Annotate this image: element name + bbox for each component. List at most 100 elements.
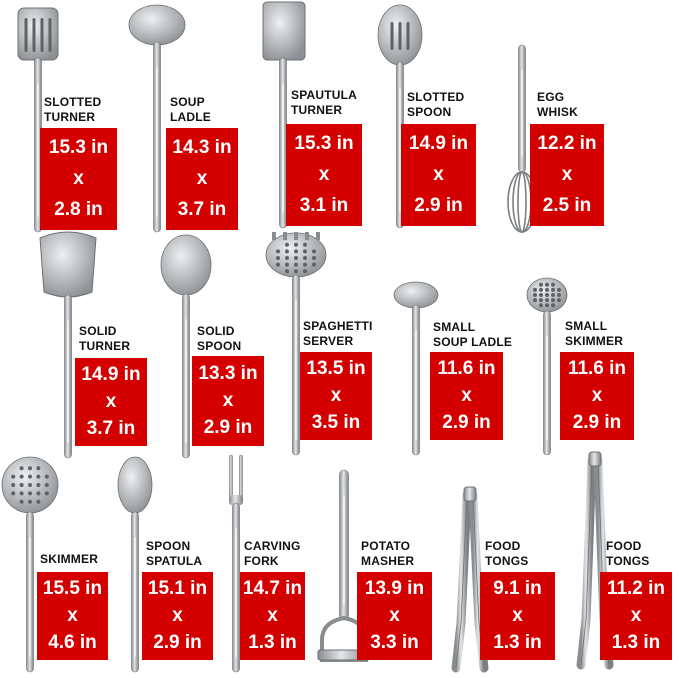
hole xyxy=(19,483,24,487)
size-box: 14.7 in x 1.3 in xyxy=(240,572,305,660)
size-box: 15.3 in x 3.1 in xyxy=(286,124,362,226)
size-box: 13.3 in x 2.9 in xyxy=(192,356,264,446)
hole xyxy=(28,466,32,471)
hole xyxy=(533,298,537,303)
size-box: 12.2 in x 2.5 in xyxy=(530,124,604,226)
hole xyxy=(44,483,49,487)
size-line: x xyxy=(222,389,234,411)
utensil-name: POTATO MASHER xyxy=(361,539,414,569)
hole xyxy=(294,249,298,254)
name-line: SPATULA xyxy=(146,554,203,568)
hole xyxy=(36,474,41,479)
hole xyxy=(285,262,289,267)
hole xyxy=(276,262,280,267)
hole xyxy=(551,293,555,297)
name-line: TONGS xyxy=(606,554,650,568)
size-line: x xyxy=(330,384,342,406)
size-line: 11.2 in xyxy=(606,578,666,600)
size-line: 2.9 in xyxy=(203,417,253,439)
name-line: SLOTTED xyxy=(407,90,465,104)
handle-slot xyxy=(415,330,417,440)
name-line: TURNER xyxy=(79,339,131,353)
name-line: FOOD xyxy=(485,539,521,553)
hole xyxy=(545,298,549,303)
hole xyxy=(294,242,298,247)
hole xyxy=(11,491,16,496)
size-line: 13.5 in xyxy=(306,358,366,380)
hole xyxy=(557,293,561,297)
utensil-name: SPAGHETTI SERVER xyxy=(303,319,373,349)
size-line: 3.7 in xyxy=(177,199,227,221)
size-line: x xyxy=(105,390,117,412)
tong-arm xyxy=(576,455,597,670)
size-line: 13.9 in xyxy=(364,578,425,600)
size-line: x xyxy=(630,604,642,626)
hole xyxy=(545,282,549,287)
hole xyxy=(545,287,549,292)
handle-slot xyxy=(29,537,31,657)
hole xyxy=(19,499,24,504)
size-line: x xyxy=(267,604,278,626)
hole xyxy=(28,483,32,487)
hole xyxy=(303,262,307,267)
slot xyxy=(32,18,36,52)
utensil-name: SMALL SOUP LADLE xyxy=(433,320,512,350)
utensil-name: SOLID SPOON xyxy=(197,324,241,354)
hole xyxy=(285,269,289,274)
utensil-name: SOLID TURNER xyxy=(79,324,130,354)
size-line: x xyxy=(433,163,444,185)
hole xyxy=(551,287,555,292)
size-line: x xyxy=(561,163,573,185)
name-line: SPAUTULA xyxy=(291,88,358,102)
utensil-head xyxy=(160,234,212,296)
size-line: 2.9 in xyxy=(153,631,202,653)
hole xyxy=(28,499,32,504)
name-line: SPOON xyxy=(407,105,452,119)
hole xyxy=(28,474,32,479)
size-box: 13.5 in x 3.5 in xyxy=(300,352,372,440)
utensil-name: SMALL SKIMMER xyxy=(565,319,623,349)
size-line: 15.5 in xyxy=(42,578,103,600)
size-line: x xyxy=(318,163,330,185)
hole xyxy=(276,249,280,254)
handle-slot xyxy=(521,70,523,157)
name-line: SPOON xyxy=(146,539,191,553)
hole xyxy=(545,293,549,297)
size-box: 11.2 in x 1.3 in xyxy=(600,572,672,660)
name-line: SOUP LADLE xyxy=(433,335,513,349)
utensil-head xyxy=(117,456,153,514)
hole xyxy=(19,466,24,471)
size-line: x xyxy=(172,604,183,626)
size-line: 2.5 in xyxy=(542,195,592,217)
size-line: 14.7 in xyxy=(242,578,303,600)
size-box: 11.6 in x 2.9 in xyxy=(430,352,503,440)
hole xyxy=(19,474,24,479)
slot xyxy=(390,22,394,50)
utensil-name: SKIMMER xyxy=(40,552,98,567)
hole xyxy=(36,466,41,471)
handle-slot xyxy=(399,87,401,213)
size-line: 1.3 in xyxy=(611,631,661,653)
size-line: 11.6 in xyxy=(567,358,627,380)
size-line: 1.3 in xyxy=(248,631,297,653)
hole xyxy=(294,269,298,274)
size-line: x xyxy=(389,604,400,626)
name-line: SMALL xyxy=(565,319,608,333)
hole xyxy=(11,474,16,479)
utensil-head xyxy=(39,231,97,298)
hole xyxy=(539,298,543,303)
handle-slot xyxy=(235,528,237,657)
tooth xyxy=(305,232,309,240)
hole xyxy=(19,491,24,496)
size-line: 13.3 in xyxy=(198,362,258,384)
size-line: 2.8 in xyxy=(54,199,103,221)
size-line: 3.5 in xyxy=(311,411,361,433)
size-line: 4.6 in xyxy=(48,631,97,653)
hole xyxy=(551,282,555,287)
hole xyxy=(36,491,41,496)
tooth xyxy=(294,232,298,240)
utensil-name: EGG WHISK xyxy=(537,90,578,120)
size-line: 15.3 in xyxy=(294,132,354,154)
name-line: SPOON xyxy=(197,339,242,353)
